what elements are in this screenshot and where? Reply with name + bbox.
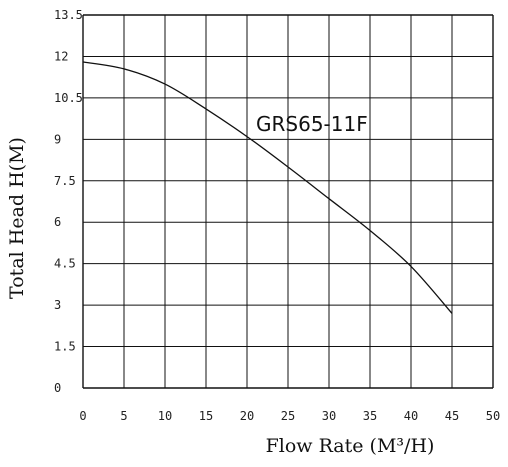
x-tick-label: 30 — [322, 409, 336, 423]
chart-grid — [82, 14, 494, 389]
y-tick-label: 13.5 — [54, 8, 83, 22]
series-line-grs65-11f — [82, 61, 453, 314]
y-tick-label: 7.5 — [54, 174, 76, 188]
x-tick-label: 50 — [486, 409, 500, 423]
x-tick-label: 20 — [240, 409, 254, 423]
x-tick-label: 5 — [120, 409, 127, 423]
y-tick-label: 9 — [54, 132, 61, 146]
y-tick-label: 12 — [54, 49, 68, 63]
y-tick-label: 1.5 — [54, 340, 76, 354]
x-tick-label: 35 — [363, 409, 377, 423]
x-tick-label: 10 — [158, 409, 172, 423]
x-tick-label: 40 — [404, 409, 418, 423]
series-label: GRS65-11F — [256, 112, 368, 136]
y-tick-label: 4.5 — [54, 257, 76, 271]
y-tick-label: 6 — [54, 215, 61, 229]
x-axis-label: Flow Rate (M³/H) — [266, 435, 435, 457]
x-tick-labels: 0 5 10 15 20 25 30 35 40 45 50 — [79, 409, 500, 423]
x-tick-label: 25 — [281, 409, 295, 423]
y-tick-label: 3 — [54, 298, 61, 312]
x-tick-label: 0 — [79, 409, 86, 423]
x-tick-label: 45 — [445, 409, 459, 423]
y-tick-label: 0 — [54, 381, 61, 395]
y-tick-labels: 0 1.5 3 4.5 6 7.5 9 10.5 12 13.5 — [54, 8, 83, 395]
y-tick-label: 10.5 — [54, 91, 83, 105]
x-tick-label: 15 — [199, 409, 213, 423]
y-axis-label: Total Head H(M) — [6, 137, 28, 299]
